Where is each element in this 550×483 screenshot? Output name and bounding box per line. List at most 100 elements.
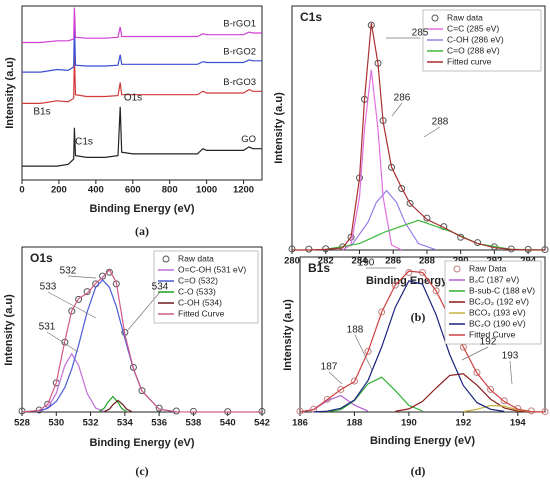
data-point [310,405,318,413]
data-point [305,245,313,253]
data-point [378,308,386,316]
legend-label: B-sub-C (188 eV) [469,285,535,295]
data-point [138,387,146,395]
data-point [406,199,414,207]
y-axis-title: Intensity (a.u) [4,57,16,129]
x-tick-label: 400 [88,185,104,196]
x-axis-title: Binding Energy (eV) [89,203,194,215]
legend-label: C-OH (286 eV) [447,34,504,44]
legend-label: Fitted curve [447,56,492,66]
annotation: 192 [480,337,497,348]
x-tick-label: 534 [117,418,134,429]
x-tick-label: 188 [347,418,363,429]
leader-line [47,291,97,319]
data-point [75,295,83,303]
data-point [364,347,372,355]
x-tick-label: 542 [254,418,270,429]
legend-label: Raw data [447,12,483,22]
y-axis-title: Intensity (a.u) [273,92,285,164]
legend-label: C=C (285 eV) [447,23,499,33]
legend-marker [162,255,170,263]
series-line [22,106,262,167]
legend-marker [453,265,461,273]
plot-frame [21,246,263,413]
series-line [350,189,436,251]
x-tick-label: 600 [125,185,141,196]
series-label: B-rGO3 [223,77,256,88]
chart-title: C1s [300,10,322,24]
series-line [38,352,105,413]
data-point [337,385,345,393]
plot-frame [291,5,546,251]
chart-title: O1s [30,251,53,265]
legend-label: C=O (532) [178,275,218,285]
x-tick-label: 538 [185,418,201,429]
annotation: 531 [39,322,56,333]
series-line [22,7,262,44]
series-line [342,69,402,251]
annotation: O1s [124,93,142,104]
annotation: 533 [40,282,57,293]
legend-label: Fitted Curve [469,329,516,339]
x-axis-title: Binding Energy (eV) [89,437,194,449]
legend-marker [431,14,439,22]
annotation: 532 [60,266,77,277]
y-axis-title: Intensity (a.u) [3,294,15,366]
x-tick-label: 186 [292,418,308,429]
data-point [155,404,163,412]
series-label: B-rGO1 [223,18,256,29]
legend-label: Raw data [178,253,214,263]
annotation: 193 [502,351,519,362]
data-point [68,307,76,315]
annotation: 286 [394,93,411,104]
x-tick-label: 1000 [196,185,217,196]
x-tick-label: 194 [510,418,527,429]
series-line [21,268,262,413]
caption: (b) [411,310,426,324]
caption: (a) [135,224,149,238]
annotation: 534 [152,282,169,293]
legend-label: C-OH (534) [178,297,222,307]
leader-line [391,102,403,117]
data-point [288,245,296,253]
series-label: GO [241,134,256,145]
series-line [313,280,505,413]
y-axis-title: Intensity (a.u) [282,299,294,371]
caption: (c) [135,464,148,478]
plot-frame [21,5,263,181]
series-line [463,404,532,413]
x-tick-label: 1200 [233,185,254,196]
annotation: B1s [33,107,50,118]
data-point [83,288,91,296]
annotation: 288 [432,117,449,128]
data-point [405,269,413,276]
leader-line [67,275,97,279]
x-tick-label: 282 [318,256,334,267]
legend-label: BC₂O₂ (192 eV) [469,296,529,306]
x-tick-label: 284 [352,256,369,267]
plot-frame [299,256,546,413]
series-line [299,270,546,413]
leader-line [461,346,489,361]
annotation: 188 [347,325,364,336]
chart-title: B1s [308,261,330,275]
legend-label: Fitted Curve [178,308,225,318]
leader-line [423,126,441,138]
legend-label: B₄C (187 eV) [469,274,519,284]
data-point [18,407,26,415]
leader-line [328,371,343,385]
legend-label: BC₂O (190 eV) [469,318,526,328]
series-line [104,399,132,413]
x-axis-title: Binding Energy (eV) [370,435,475,447]
data-point [473,369,481,377]
series-line [327,376,423,413]
legend-label: Raw Data [469,263,507,273]
x-tick-label: 528 [14,418,30,429]
series-line [98,395,127,413]
caption: (d) [411,464,426,478]
data-point [432,287,440,295]
annotation: 187 [321,362,338,373]
x-tick-label: 0 [19,185,24,196]
legend-label: C-O (533) [178,286,216,296]
